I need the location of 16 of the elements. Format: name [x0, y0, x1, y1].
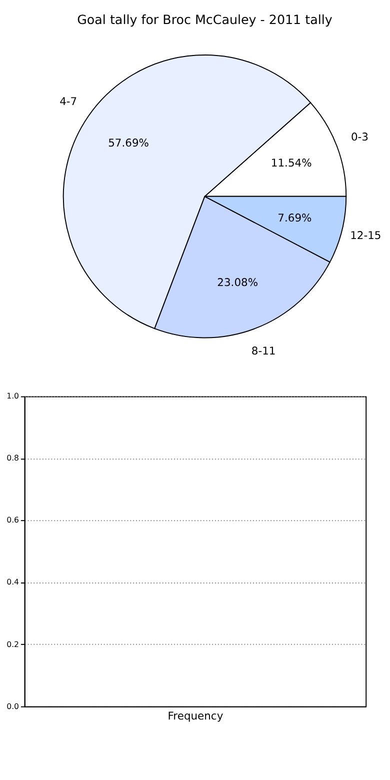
y-tick-label: 0.6 — [6, 516, 20, 525]
data-label: 7.69% — [278, 211, 312, 224]
x-axis-title: Frequency — [168, 709, 224, 722]
slice-label: 12-15 — [350, 228, 382, 242]
y-tick-label: 0.2 — [6, 640, 20, 649]
y-tick-label: 1.0 — [6, 392, 20, 401]
data-label: 57.69% — [108, 136, 149, 150]
slice-label: 8-11 — [251, 344, 276, 358]
chart-title: Goal tally for Broc McCauley - 2011 tally — [77, 12, 333, 27]
data-label: 23.08% — [217, 276, 258, 289]
slice-label: 0-3 — [350, 130, 368, 144]
y-tick-label: 0.4 — [6, 578, 20, 587]
y-tick-label: 0.8 — [6, 454, 20, 463]
slice-label: 4-7 — [60, 95, 78, 108]
y-tick-label: 0.0 — [6, 702, 20, 711]
data-label: 11.54% — [270, 156, 312, 170]
